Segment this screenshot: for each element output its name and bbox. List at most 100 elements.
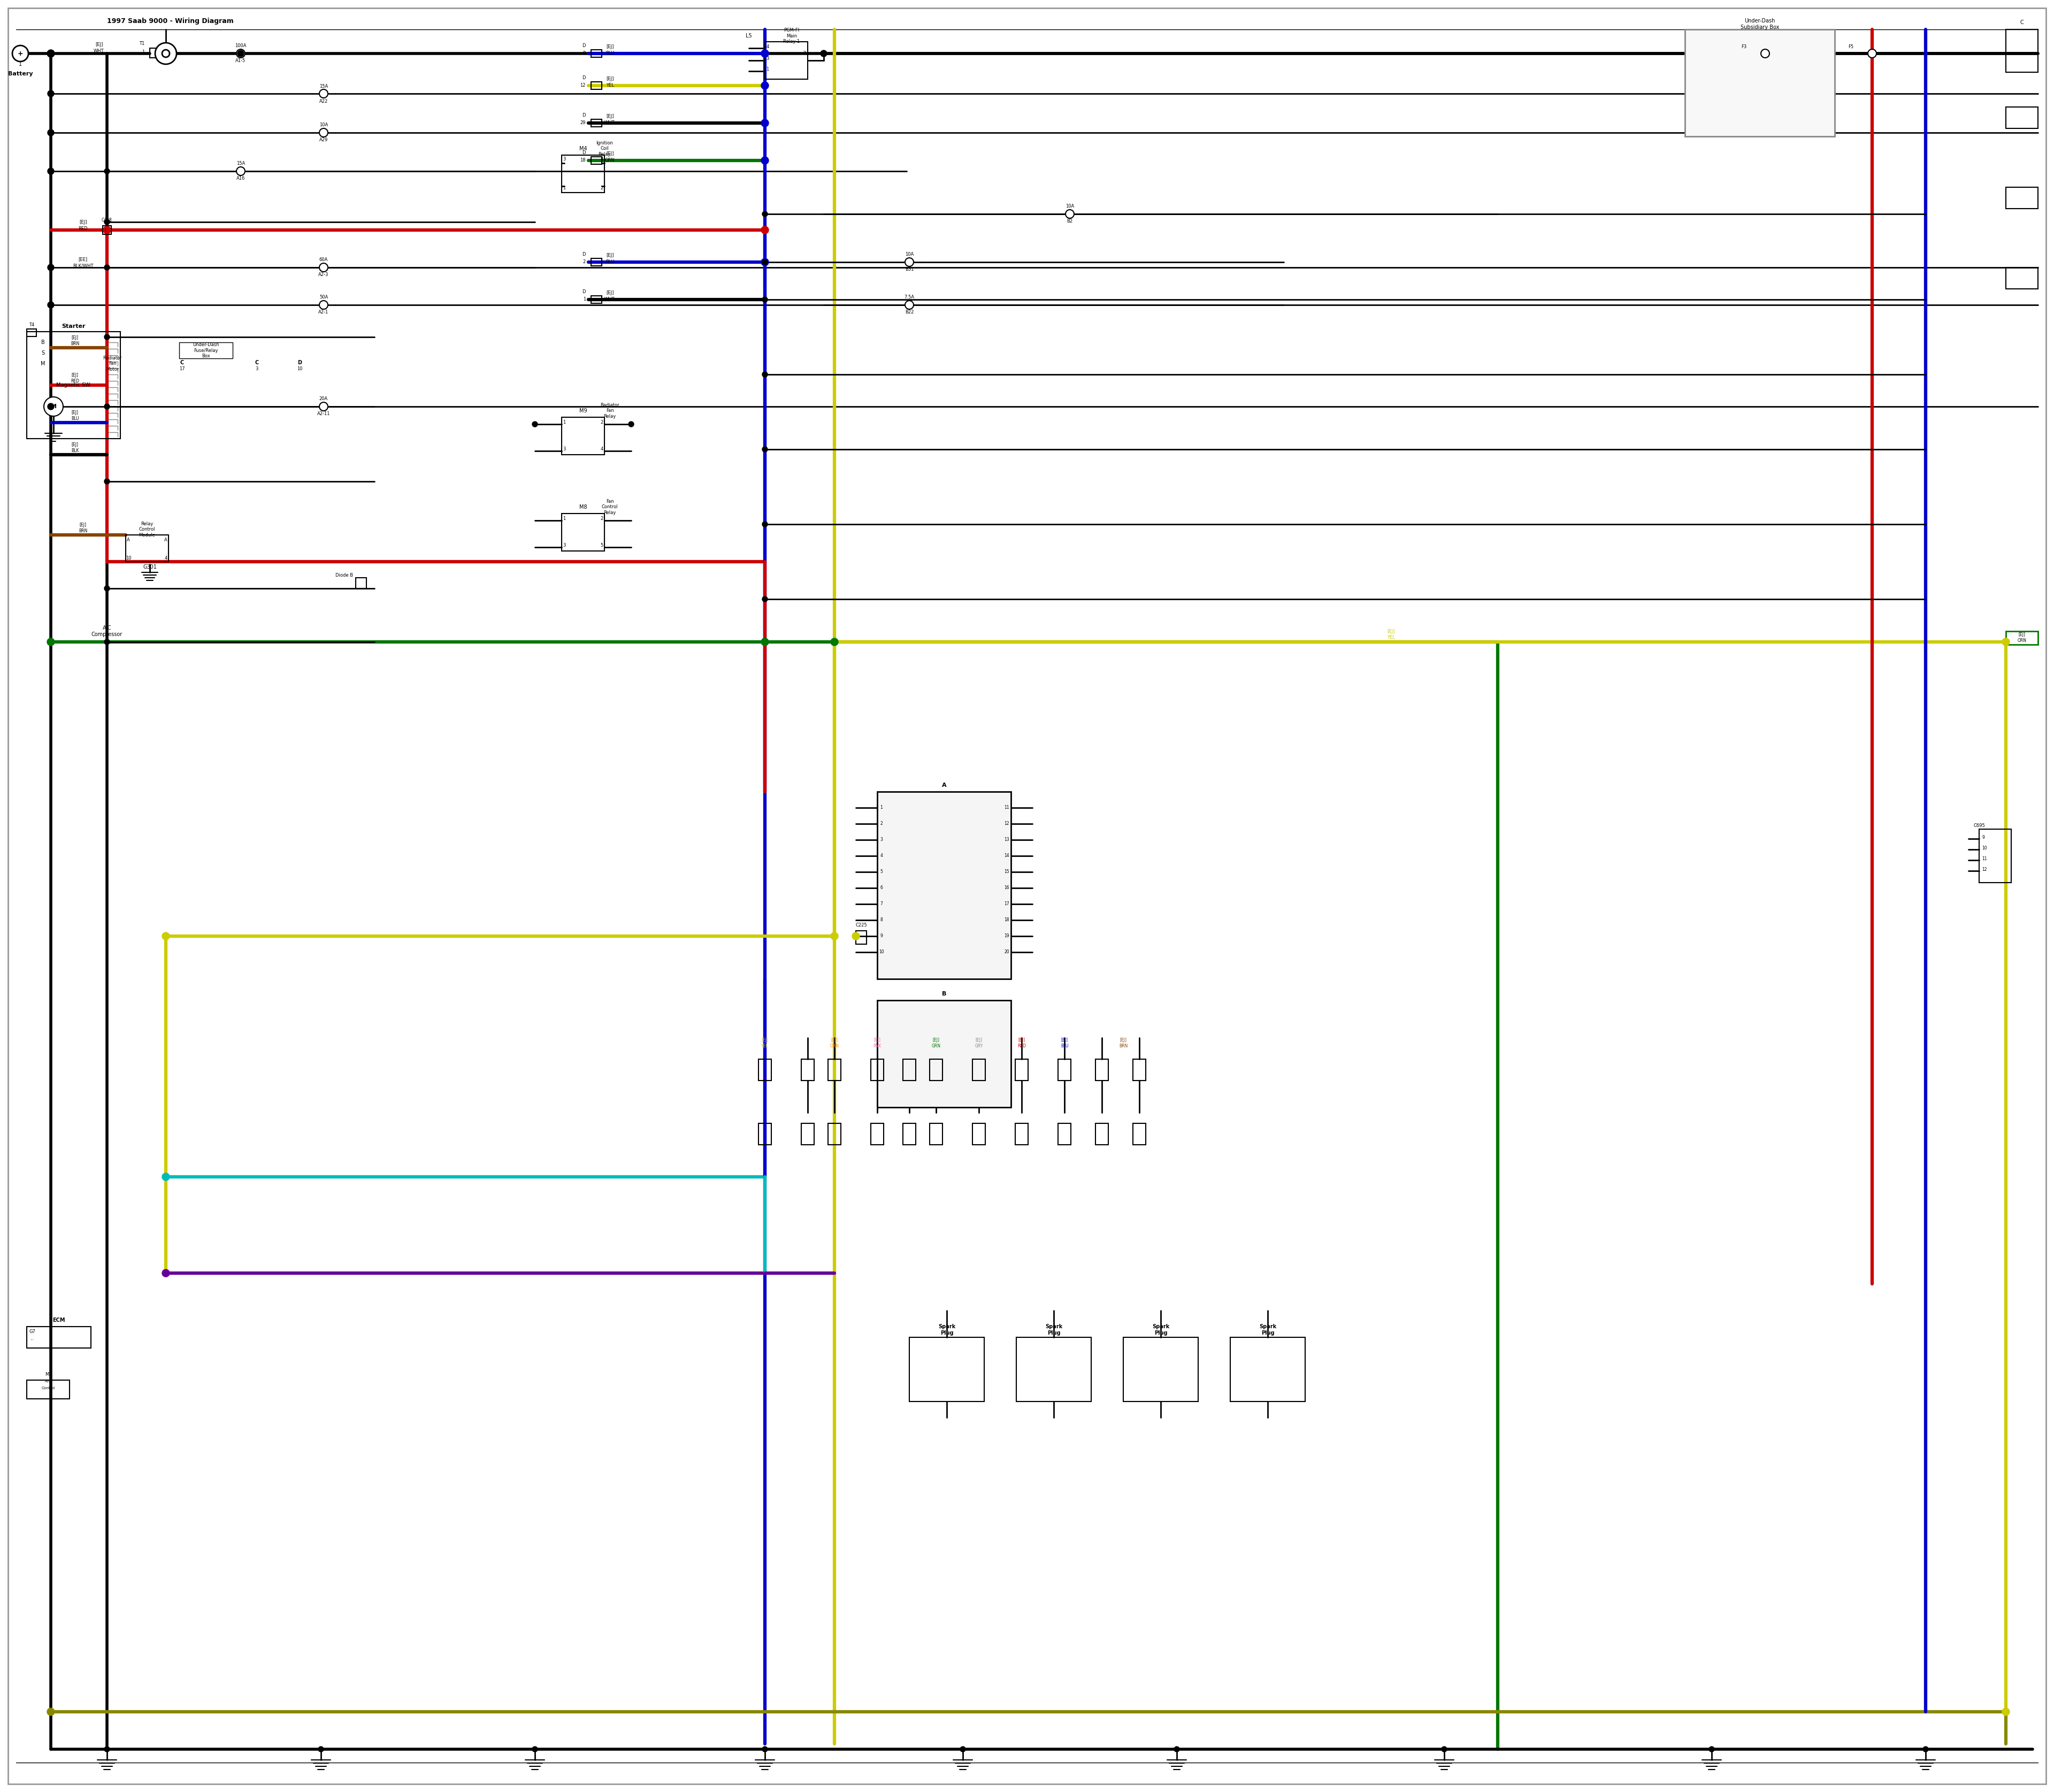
Bar [904, 1059, 916, 1081]
Text: Spark
Plug: Spark Plug [1045, 1324, 1062, 1335]
Text: 14: 14 [1004, 853, 1009, 858]
Bar [2007, 108, 2038, 129]
Bar [801, 1124, 813, 1145]
Text: A22: A22 [318, 99, 329, 104]
Text: 3: 3 [255, 367, 259, 371]
Circle shape [105, 1747, 109, 1753]
Text: A1-5: A1-5 [236, 59, 246, 63]
Text: [EJ]
YEL: [EJ] YEL [762, 1038, 768, 1048]
Circle shape [532, 421, 538, 426]
Text: S: S [41, 351, 45, 357]
Text: 50A: 50A [318, 296, 329, 299]
Text: C: C [181, 360, 183, 366]
Text: 10: 10 [1982, 846, 1986, 849]
Text: 1: 1 [563, 516, 565, 521]
Text: 10A: 10A [906, 253, 914, 256]
Text: Radiator
Fan
Relay: Radiator Fan Relay [600, 403, 620, 419]
Text: 15A: 15A [236, 161, 244, 167]
Circle shape [105, 586, 109, 591]
Text: ...: ... [2019, 48, 2023, 54]
Bar [125, 536, 168, 561]
Circle shape [1867, 48, 1877, 57]
Bar [877, 1000, 1011, 1107]
Bar [877, 792, 1011, 978]
Text: 2: 2 [881, 821, 883, 826]
Circle shape [103, 226, 111, 233]
Text: Ignition
Coil
Relay: Ignition Coil Relay [596, 142, 612, 156]
Text: 16: 16 [1004, 885, 1009, 891]
Text: 12: 12 [579, 82, 585, 88]
Text: B22: B22 [906, 310, 914, 315]
Text: 8: 8 [881, 918, 883, 923]
Text: G7: G7 [29, 1330, 35, 1335]
Text: [EJ]: [EJ] [94, 43, 103, 47]
Text: 17: 17 [1004, 901, 1009, 907]
Text: 60A: 60A [318, 258, 329, 262]
Bar [1230, 1337, 1304, 1401]
Text: 12: 12 [1982, 867, 1986, 871]
Text: 13: 13 [1004, 837, 1009, 842]
Circle shape [162, 932, 170, 939]
Text: M4: M4 [579, 145, 587, 151]
Bar [871, 1059, 883, 1081]
Text: F5: F5 [1849, 45, 1853, 50]
Text: M3: M3 [45, 1373, 51, 1376]
Text: PGM-FI
Main
Relay 1: PGM-FI Main Relay 1 [783, 29, 799, 43]
Circle shape [318, 401, 329, 410]
Text: Battery: Battery [8, 72, 33, 77]
Text: D: D [581, 290, 585, 294]
Text: A2-1: A2-1 [318, 310, 329, 315]
Text: Magnetic SW: Magnetic SW [55, 382, 90, 387]
Text: 2: 2 [600, 186, 604, 190]
Text: T4: T4 [29, 323, 35, 328]
Bar [592, 258, 602, 265]
Bar [828, 1059, 840, 1081]
Text: Fan
Control
Relay: Fan Control Relay [602, 500, 618, 514]
Text: [EJ]: [EJ] [606, 45, 614, 48]
Text: 10A: 10A [318, 124, 329, 127]
Circle shape [906, 301, 914, 310]
Circle shape [43, 396, 64, 416]
Circle shape [762, 156, 768, 165]
Text: D: D [581, 253, 585, 256]
Bar [930, 1124, 943, 1145]
Text: B: B [41, 340, 45, 346]
Circle shape [1760, 48, 1768, 57]
Circle shape [820, 50, 828, 57]
Text: F3: F3 [1742, 45, 1746, 50]
Text: A/C
Compressor: A/C Compressor [90, 625, 123, 636]
Text: [EJ]: [EJ] [606, 77, 614, 81]
Text: 18: 18 [579, 158, 585, 163]
Circle shape [236, 48, 244, 57]
Bar [1015, 1059, 1029, 1081]
Circle shape [105, 335, 109, 340]
Text: 3: 3 [766, 56, 768, 61]
Text: Spark
Plug: Spark Plug [1259, 1324, 1276, 1335]
Bar [561, 418, 604, 455]
Bar [930, 1059, 943, 1081]
Circle shape [762, 120, 768, 127]
Text: 100A: 100A [234, 43, 246, 48]
Circle shape [318, 1747, 325, 1753]
Text: [EJ]
BLK: [EJ] BLK [72, 443, 78, 453]
Text: D: D [298, 360, 302, 366]
Circle shape [852, 932, 859, 939]
Bar [2007, 267, 2038, 289]
Circle shape [762, 50, 768, 57]
Circle shape [532, 1747, 538, 1753]
Circle shape [830, 932, 838, 939]
Text: D: D [581, 43, 585, 48]
Text: 4: 4 [766, 45, 768, 48]
Circle shape [162, 1174, 170, 1181]
Text: WHT: WHT [604, 120, 614, 125]
Text: [EJ]
YEL: [EJ] YEL [1386, 629, 1395, 640]
Text: [EJ]
ORN: [EJ] ORN [830, 1038, 838, 1048]
Text: 29: 29 [579, 120, 585, 125]
Circle shape [830, 638, 838, 645]
Circle shape [762, 521, 768, 527]
Circle shape [762, 597, 768, 602]
Text: 9: 9 [1982, 835, 1984, 840]
Circle shape [47, 301, 53, 308]
Circle shape [318, 129, 329, 136]
Text: [EJ]
BLU: [EJ] BLU [1060, 1038, 1068, 1048]
